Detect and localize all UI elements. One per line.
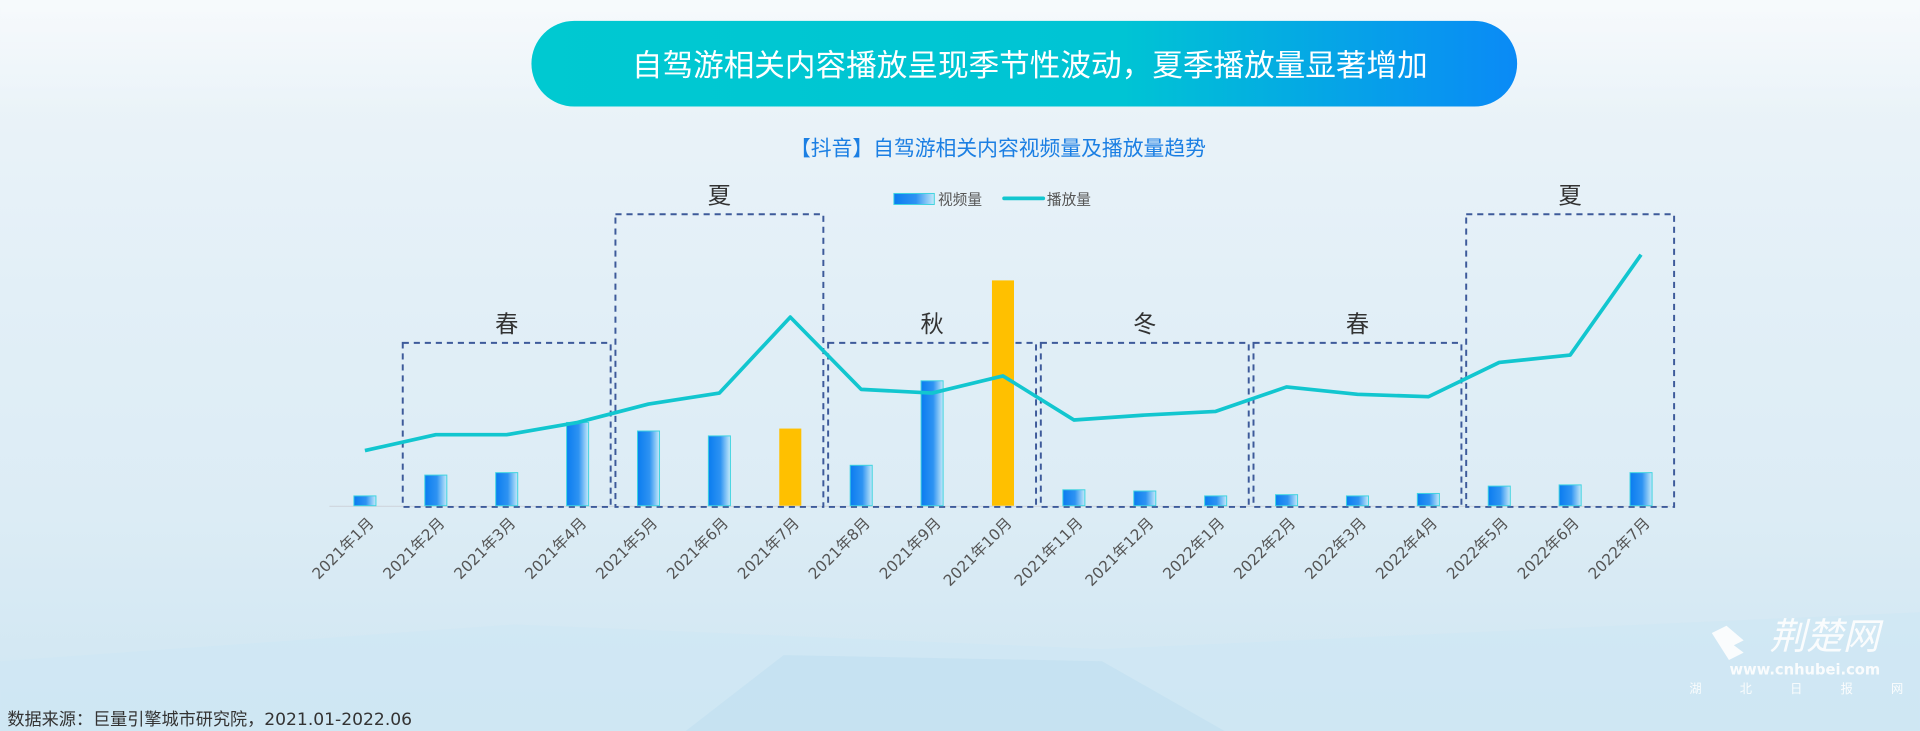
- bar-highlight: [779, 428, 802, 506]
- chart-title: 【抖音】自驾游相关内容视频量及播放量趋势: [790, 137, 1206, 161]
- bar: [1345, 495, 1369, 507]
- x-tick-label: 2022年1月: [1160, 514, 1229, 583]
- season-label: 春: [495, 311, 518, 338]
- x-tick-label: 2021年6月: [663, 514, 732, 583]
- source-note: 数据来源：巨量引擎城市研究院，2021.01-2022.06: [7, 710, 412, 730]
- x-tick-label: 2022年5月: [1443, 514, 1512, 583]
- season-box: [1465, 213, 1676, 508]
- x-tick-label: 2022年6月: [1514, 514, 1583, 583]
- season-box: [1252, 341, 1463, 508]
- x-tick-label: 2021年5月: [592, 514, 661, 583]
- legend-bar-swatch: [893, 192, 935, 205]
- season-label: 冬: [1133, 311, 1156, 338]
- bar: [1416, 492, 1440, 507]
- season-label: 夏: [1559, 182, 1582, 209]
- watermark-logo-icon: [1711, 625, 1744, 660]
- x-tick-label: 2022年4月: [1372, 514, 1441, 583]
- bar-highlight: [991, 280, 1014, 506]
- x-tick-label: 2022年3月: [1301, 514, 1370, 583]
- bar: [353, 495, 377, 507]
- bar: [1275, 494, 1299, 507]
- x-tick-label: 2022年2月: [1230, 514, 1299, 583]
- bar: [707, 435, 731, 507]
- bar: [566, 421, 590, 507]
- season-box: [827, 341, 1038, 508]
- watermark: 荆楚网 www.cnhubei.com 湖 北 日 报 网: [1689, 615, 1920, 696]
- x-tick-label: 2021年2月: [380, 514, 449, 583]
- legend: 视频量 播放量: [893, 191, 1091, 208]
- x-tick-label: 2021年9月: [876, 514, 945, 583]
- bar: [920, 380, 944, 507]
- headline-pill: [531, 20, 1518, 107]
- bar: [1133, 490, 1157, 507]
- x-tick-label: 2021年12月: [1082, 514, 1158, 590]
- bar: [1558, 484, 1582, 507]
- season-label: 秋: [920, 311, 943, 338]
- season-box: [1039, 341, 1250, 508]
- x-tick-label: 2021年3月: [451, 514, 520, 583]
- bar: [636, 430, 661, 507]
- legend-bar-label: 视频量: [938, 191, 982, 208]
- bar: [1062, 489, 1086, 507]
- headline-text: 自驾游相关内容播放呈现季节性波动，夏季播放量显著增加: [632, 49, 1428, 84]
- bar: [1487, 485, 1511, 507]
- watermark-sub: 湖 北 日 报 网: [1689, 681, 1920, 696]
- season-label: 夏: [708, 182, 731, 209]
- season-box: [614, 213, 825, 508]
- bar: [1204, 495, 1228, 507]
- bar: [849, 464, 873, 507]
- x-tick-label: 2021年8月: [805, 514, 874, 583]
- bar: [495, 472, 519, 507]
- x-tick-label: 2021年1月: [309, 514, 378, 583]
- x-tick-label: 2021年10月: [940, 514, 1016, 590]
- legend-line-label: 播放量: [1047, 191, 1091, 208]
- background-shape: [685, 655, 1225, 731]
- season-box: [401, 341, 612, 508]
- x-tick-label: 2021年7月: [734, 514, 803, 583]
- watermark-logo: 荆楚网: [1769, 615, 1883, 658]
- watermark-url: www.cnhubei.com: [1730, 662, 1881, 679]
- x-tick-label: 2022年7月: [1585, 514, 1654, 583]
- bar: [424, 474, 448, 507]
- x-tick-label: 2021年11月: [1011, 514, 1087, 590]
- bar: [1629, 472, 1653, 507]
- x-tick-label: 2021年4月: [521, 514, 590, 583]
- season-label: 春: [1346, 311, 1369, 338]
